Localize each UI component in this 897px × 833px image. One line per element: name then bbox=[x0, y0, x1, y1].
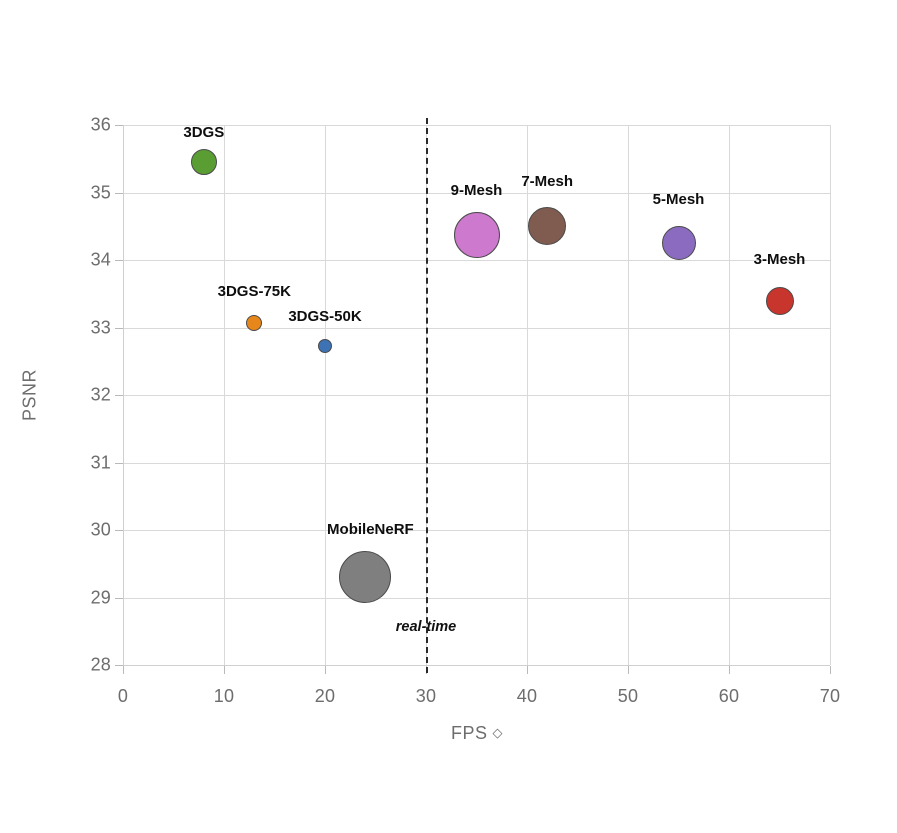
gridline-horizontal bbox=[123, 327, 830, 329]
y-axis-tick-mark bbox=[115, 462, 123, 464]
gridline-vertical bbox=[325, 125, 326, 665]
x-axis-tick-label: 30 bbox=[415, 686, 437, 706]
y-axis-title: PSNR bbox=[19, 368, 40, 422]
real-time-reference-line bbox=[426, 118, 428, 673]
y-axis-tick-label: 35 bbox=[90, 182, 111, 202]
x-axis-tick-mark bbox=[224, 666, 225, 674]
point-label: MobileNeRF bbox=[327, 521, 414, 539]
x-axis-tick-label: 0 bbox=[117, 686, 129, 706]
gridline-horizontal bbox=[123, 125, 830, 126]
y-axis-tick-label: 31 bbox=[90, 452, 111, 472]
point-label: 3DGS-75K bbox=[217, 282, 291, 300]
point-label: 3-Mesh bbox=[753, 250, 806, 268]
point-label: 3DGS bbox=[183, 124, 225, 142]
plot-area bbox=[123, 125, 831, 666]
gridline-vertical bbox=[628, 125, 629, 665]
y-axis-tick-mark bbox=[115, 260, 123, 261]
bubble-point[interactable] bbox=[246, 314, 263, 331]
gridline-horizontal bbox=[123, 192, 830, 194]
x-axis-tick-mark bbox=[325, 666, 326, 674]
bubble-point[interactable] bbox=[190, 149, 217, 176]
x-axis-tick-mark bbox=[729, 666, 730, 674]
y-axis-tick-label: 32 bbox=[90, 384, 111, 405]
gridline-horizontal bbox=[123, 597, 830, 599]
bubble-point[interactable] bbox=[318, 338, 332, 353]
point-label: 5-Mesh bbox=[652, 191, 705, 209]
gridline-vertical bbox=[527, 125, 528, 665]
gridline-vertical bbox=[224, 125, 225, 665]
y-axis-tick-mark bbox=[115, 327, 123, 329]
point-label: 7-Mesh bbox=[521, 173, 574, 191]
y-axis-tick-mark bbox=[115, 665, 123, 666]
x-axis-tick-label: 50 bbox=[617, 686, 639, 706]
y-axis-tick-label: 30 bbox=[90, 519, 111, 540]
x-axis-tick-label: 20 bbox=[314, 686, 336, 706]
gridline-horizontal bbox=[123, 530, 830, 531]
point-label: 9-Mesh bbox=[450, 182, 503, 200]
y-axis-tick-mark bbox=[115, 192, 123, 194]
y-axis-tick-label: 36 bbox=[90, 114, 111, 135]
x-axis-tick-mark bbox=[527, 666, 528, 674]
x-axis-tick-label: 70 bbox=[819, 686, 841, 706]
real-time-reference-label: real-time bbox=[395, 618, 457, 635]
x-axis-tick-label: 40 bbox=[516, 686, 538, 706]
x-axis-tick-label: 60 bbox=[718, 686, 740, 706]
gridline-horizontal bbox=[123, 260, 830, 261]
x-axis-line bbox=[123, 665, 830, 666]
bubble-point[interactable] bbox=[661, 226, 696, 261]
bubble-point[interactable] bbox=[339, 551, 392, 604]
x-axis-tick-mark bbox=[830, 666, 831, 674]
y-axis-tick-label: 29 bbox=[90, 587, 111, 607]
y-axis-tick-mark bbox=[115, 125, 123, 126]
bubble-point[interactable] bbox=[765, 286, 794, 315]
y-axis-tick-label: 33 bbox=[90, 317, 111, 337]
x-axis-title-text: FPS bbox=[450, 723, 488, 743]
y-axis-tick-mark bbox=[115, 530, 123, 531]
gridline-vertical bbox=[729, 125, 730, 665]
x-axis-tick-mark bbox=[123, 666, 124, 674]
bubble-point[interactable] bbox=[453, 212, 500, 259]
y-axis-line bbox=[123, 125, 124, 666]
y-axis-tick-mark bbox=[115, 597, 123, 599]
gridline-horizontal bbox=[123, 462, 830, 464]
y-axis-tick-label: 28 bbox=[90, 654, 111, 675]
x-axis-tick-label: 10 bbox=[213, 686, 235, 706]
gridline-vertical bbox=[830, 125, 831, 665]
y-axis-tick-mark bbox=[115, 395, 123, 396]
sort-diamond-icon: ◇ bbox=[492, 725, 504, 740]
gridline-horizontal bbox=[123, 395, 830, 396]
x-axis-title: FPS ◇ bbox=[451, 723, 503, 744]
point-label: 3DGS-50K bbox=[288, 307, 362, 325]
bubble-point[interactable] bbox=[528, 207, 567, 246]
x-axis-tick-mark bbox=[628, 666, 629, 674]
y-axis-tick-label: 34 bbox=[90, 249, 111, 270]
